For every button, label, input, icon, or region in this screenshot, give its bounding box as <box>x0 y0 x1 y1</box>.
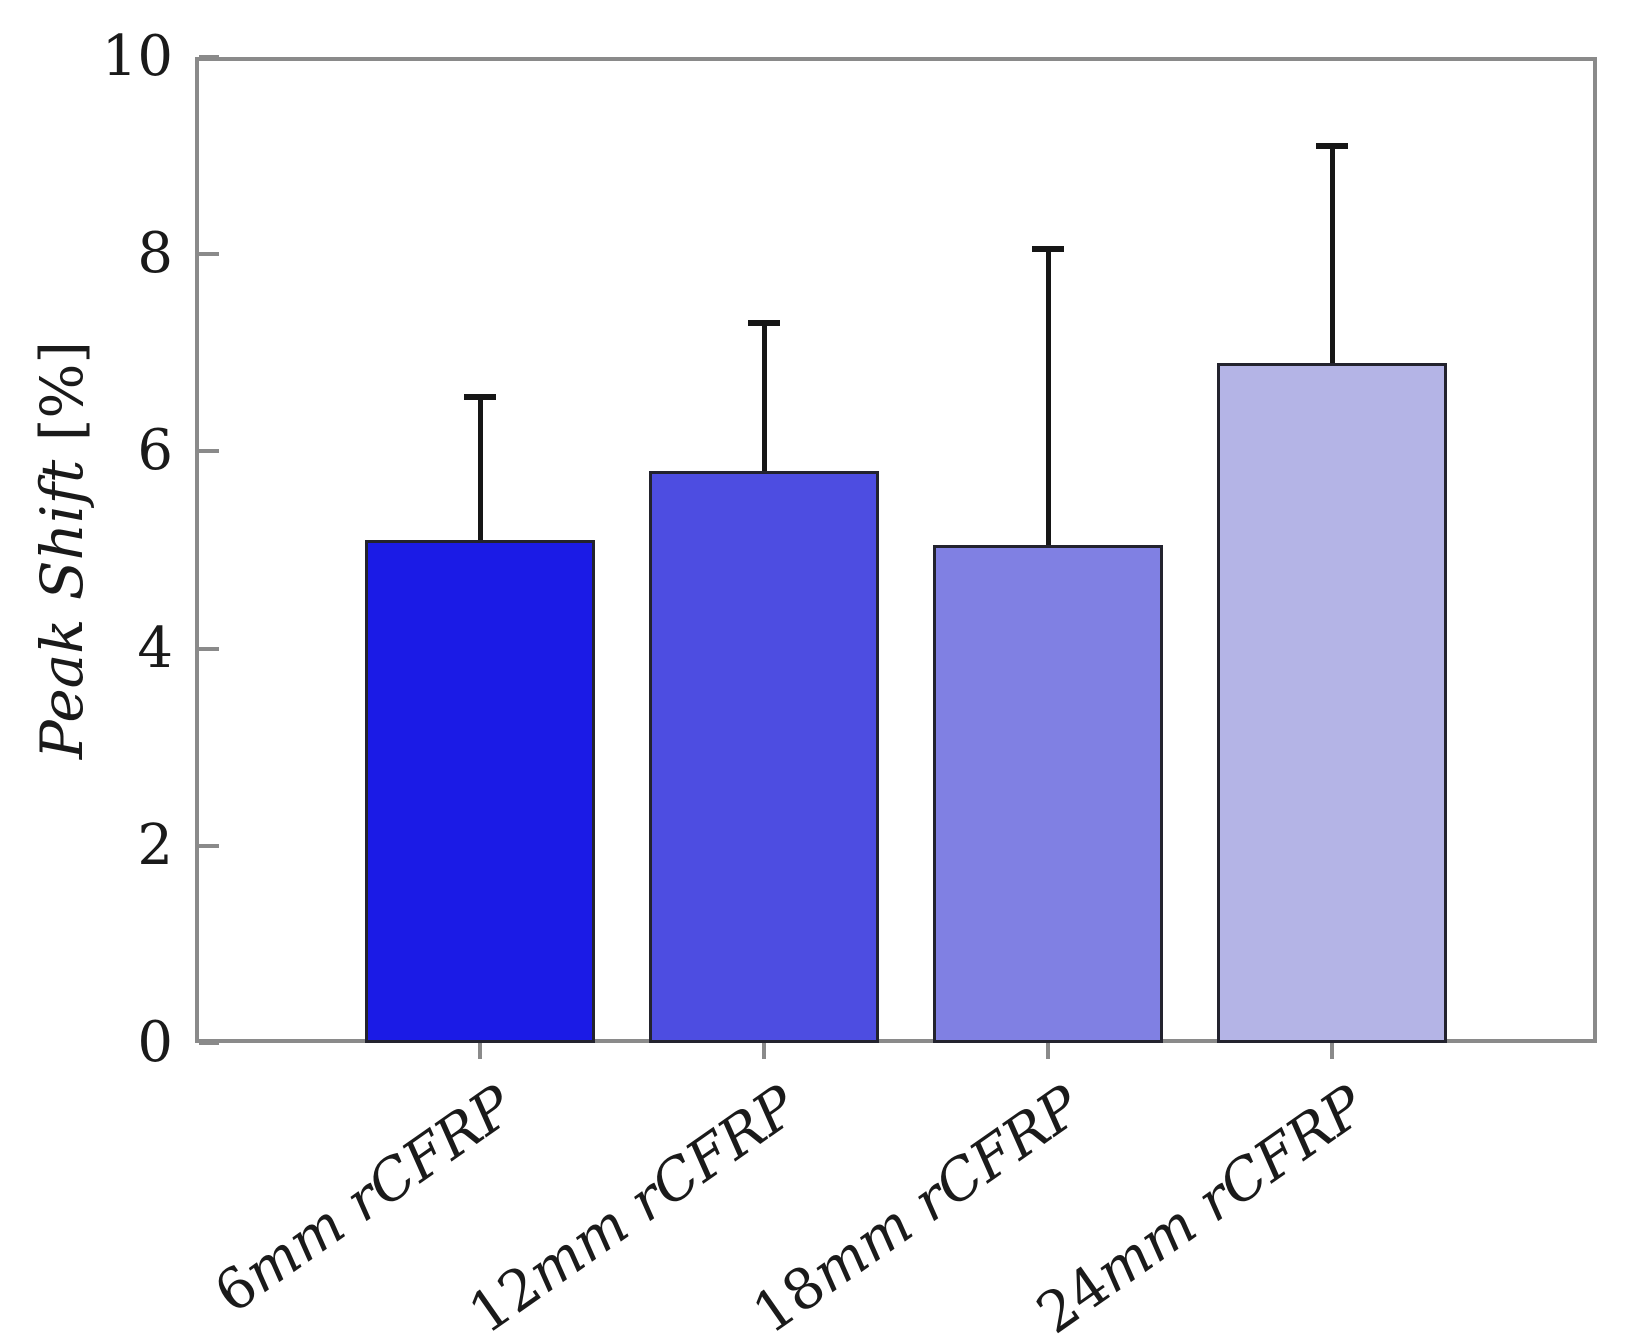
plot-area <box>195 57 1597 1043</box>
y-tick-mark <box>199 55 219 59</box>
error-bar-cap <box>1316 142 1348 149</box>
y-tick-mark <box>199 449 219 454</box>
bar-18mm <box>933 545 1163 1043</box>
x-tick-mark <box>478 1043 482 1059</box>
bar-12mm <box>649 471 879 1043</box>
y-tick-mark <box>199 1041 219 1045</box>
y-tick-mark <box>199 646 219 651</box>
y-tick-mark <box>199 252 219 257</box>
y-axis-title: Peak Shift [%] <box>28 340 97 760</box>
y-tick-label: 4 <box>137 615 173 681</box>
y-tick-mark <box>199 843 219 848</box>
x-tick-mark <box>762 1043 766 1059</box>
error-bar-line <box>1329 145 1335 363</box>
y-tick-label: 2 <box>137 812 173 878</box>
y-tick-label: 10 <box>101 24 173 89</box>
error-bar-cap <box>464 394 496 401</box>
error-bar-line <box>477 397 483 541</box>
bar-6mm <box>365 540 595 1043</box>
error-bar-line <box>761 323 767 472</box>
bar-24mm <box>1217 362 1447 1043</box>
y-tick-label: 0 <box>137 1010 173 1075</box>
x-tick-mark <box>1046 1043 1050 1059</box>
x-tick-mark <box>1330 1043 1334 1059</box>
error-bar-cap <box>1032 246 1064 253</box>
y-tick-label: 8 <box>137 221 173 287</box>
y-tick-label: 6 <box>137 418 173 484</box>
y-axis-title-wrap: Peak Shift [%] <box>14 57 110 1043</box>
error-bar-cap <box>748 320 780 327</box>
error-bar-line <box>1045 249 1051 546</box>
